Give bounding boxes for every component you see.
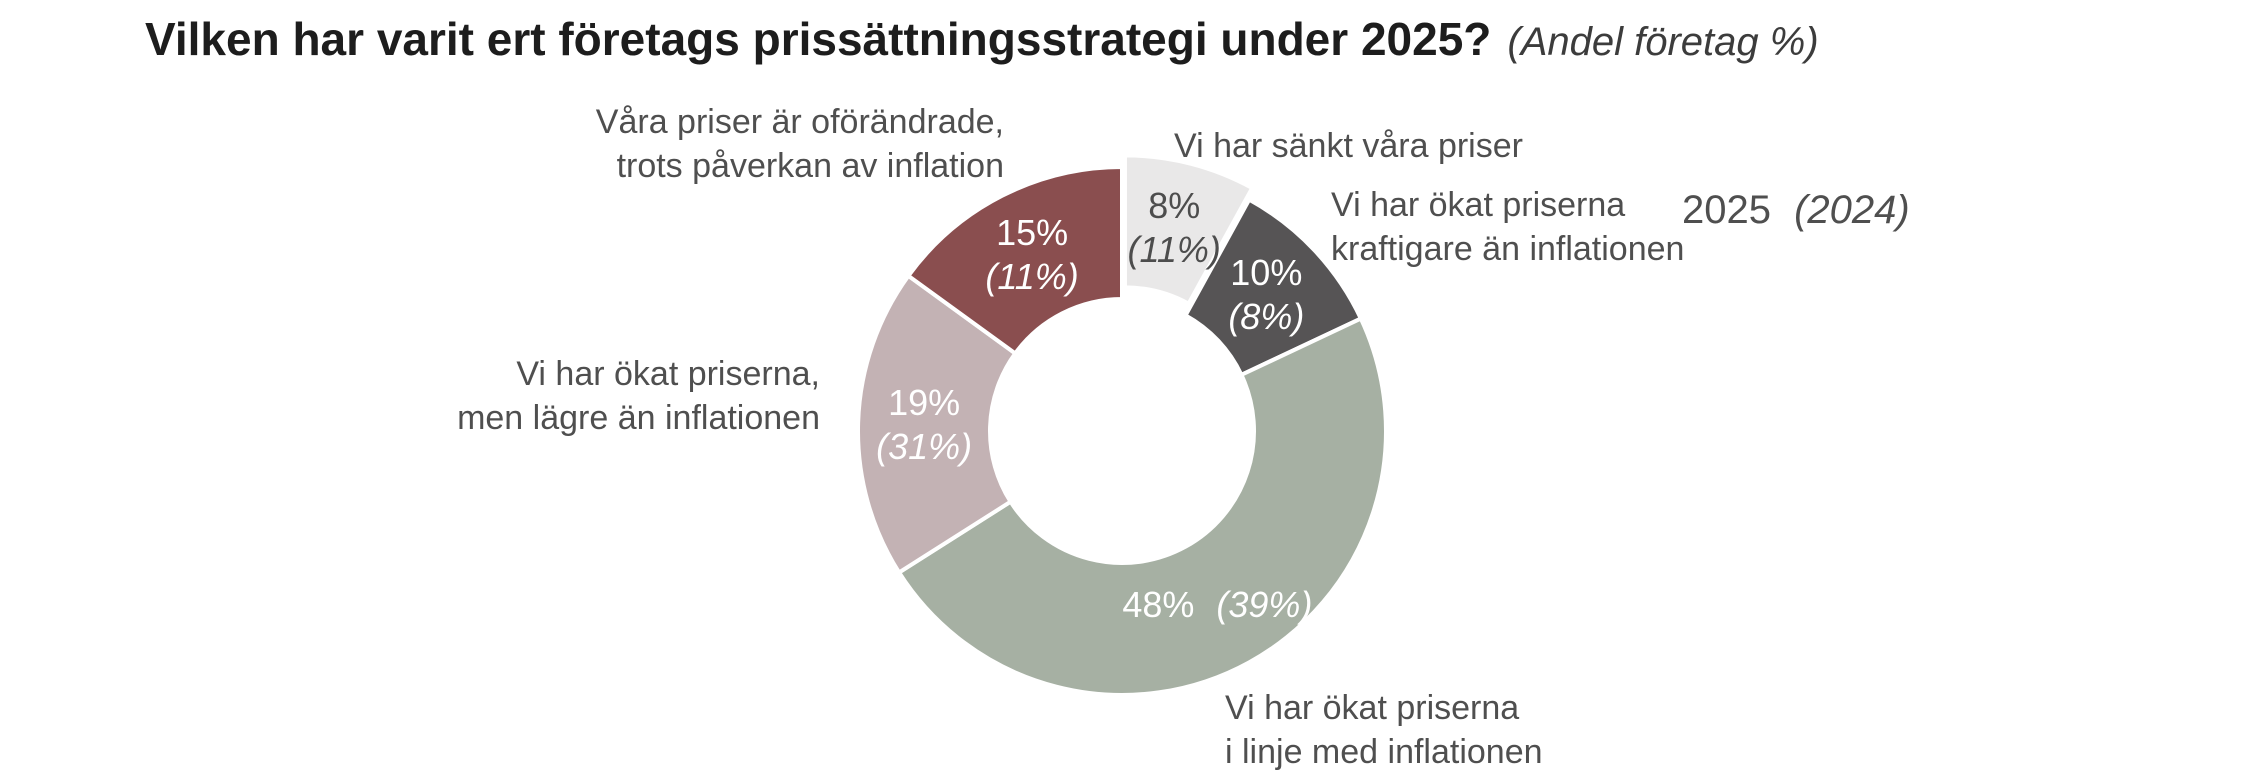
category-label-sankt: Vi har sänkt våra priser	[1174, 124, 1523, 168]
legend-previous-year: (2024)	[1794, 188, 1910, 232]
label-line: men lägre än inflationen	[457, 399, 820, 437]
label-line: Våra priser är oförändrade,	[595, 103, 1004, 141]
chart-subtitle: (Andel företag %)	[1507, 20, 1819, 64]
value-2024: (11%)	[1127, 228, 1221, 270]
donut-slice-4	[905, 164, 1124, 357]
label-line: Vi har ökat priserna	[1225, 689, 1520, 727]
value-2025: 10%	[1230, 252, 1303, 294]
value-2025: 15%	[996, 211, 1069, 253]
label-line: Vi har sänkt våra priser	[1174, 127, 1523, 165]
donut-slice-3	[856, 273, 1019, 576]
donut-slice-2	[896, 315, 1388, 697]
slice-value-kraftigare: 10% (8%)	[1228, 251, 1304, 339]
category-label-lagre: Vi har ökat priserna, men lägre än infla…	[457, 352, 820, 440]
category-label-linje: Vi har ökat priserna i linje med inflati…	[1225, 686, 1543, 774]
year-legend: 2025 (2024)	[1682, 188, 1910, 233]
slice-value-lagre: 19% (31%)	[876, 381, 972, 469]
value-2024: (11%)	[985, 255, 1079, 297]
slice-value-oforandrade: 15% (11%)	[985, 211, 1078, 299]
label-line: kraftigare än inflationen	[1331, 230, 1685, 268]
value-2025: 8%	[1148, 184, 1201, 226]
slice-value-sankt-priser: 8% (11%)	[1128, 184, 1221, 272]
chart-title-bar: Vilken har varit ert företags prissättni…	[145, 12, 1819, 66]
label-line: trots påverkan av inflation	[616, 147, 1004, 185]
label-line: i linje med inflationen	[1225, 733, 1543, 771]
label-line: Vi har ökat priserna	[1331, 186, 1626, 224]
value-2024: (39%)	[1216, 583, 1313, 625]
label-line: Vi har ökat priserna,	[516, 355, 820, 393]
category-label-oforandrade: Våra priser är oförändrade, trots påverk…	[596, 100, 1004, 188]
donut-slice-0	[1122, 153, 1255, 307]
legend-current-year: 2025	[1682, 188, 1771, 232]
value-2024: (8%)	[1228, 296, 1305, 338]
value-2025: 48%	[1122, 583, 1195, 625]
category-label-kraftigare: Vi har ökat priserna kraftigare än infla…	[1331, 183, 1684, 271]
chart-title: Vilken har varit ert företags prissättni…	[145, 13, 1492, 65]
slice-value-i-linje: 48% (39%)	[1122, 583, 1312, 627]
value-2025: 19%	[888, 381, 961, 423]
value-2024: (31%)	[876, 425, 973, 467]
